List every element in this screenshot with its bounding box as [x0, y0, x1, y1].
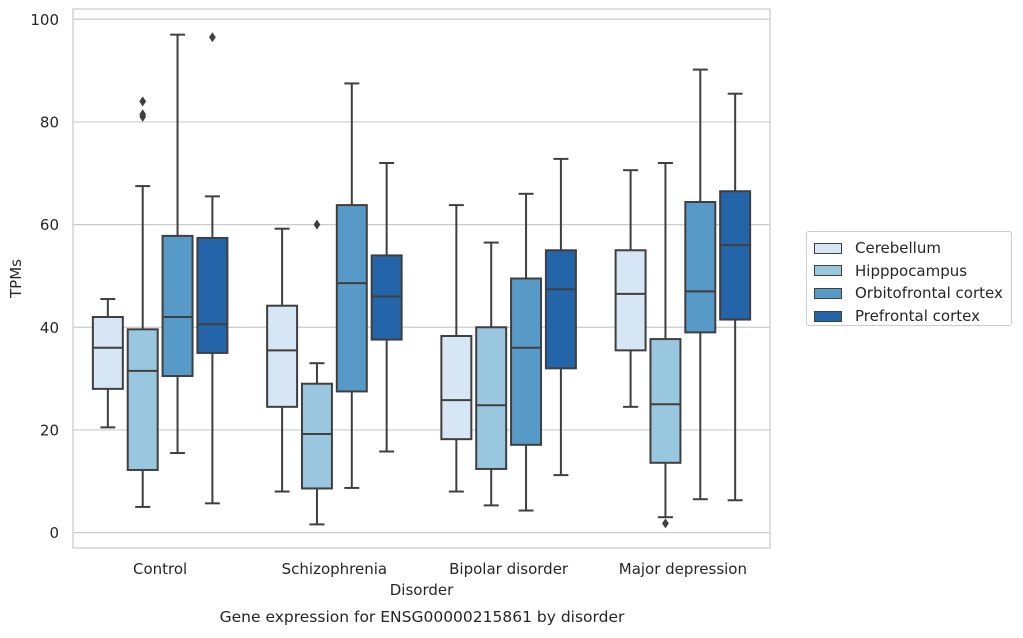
outlier-point — [313, 219, 321, 230]
box-hipppocampus — [475, 326, 508, 470]
y-tick-label: 0 — [49, 524, 59, 542]
axis-layer: 0 20 40 60 80 100 Control Schizophrenia Bipolar … — [30, 11, 747, 578]
legend-label: Prefrontal cortex — [855, 307, 980, 326]
box-orbitofrontal-cortex — [335, 204, 368, 393]
legend-swatch — [814, 265, 842, 277]
legend: Cerebellum Hipppocampus Orbitofrontal co… — [806, 231, 1012, 326]
box-hipppocampus — [649, 338, 682, 464]
legend-item: Orbitofrontal cortex — [814, 282, 1011, 305]
y-tick-label: 100 — [30, 11, 59, 29]
x-axis-label: Disorder — [390, 581, 454, 599]
y-tick-label: 40 — [40, 319, 59, 337]
box-cerebellum — [91, 316, 124, 390]
box-cerebellum — [440, 334, 473, 441]
legend-swatch — [814, 287, 842, 299]
box-prefrontal-cortex — [719, 190, 752, 321]
box-prefrontal-cortex — [544, 249, 577, 370]
legend-label: Orbitofrontal cortex — [855, 284, 1003, 303]
box-orbitofrontal-cortex — [510, 277, 543, 446]
box-hipppocampus — [126, 328, 159, 471]
legend-item: Cerebellum — [814, 237, 1011, 260]
box-hipppocampus — [300, 382, 333, 490]
box-layer — [91, 32, 752, 529]
y-tick-label: 60 — [40, 216, 59, 234]
legend-label: Cerebellum — [855, 239, 941, 258]
box-prefrontal-cortex — [370, 254, 403, 341]
y-tick-label: 80 — [40, 113, 59, 131]
legend-item: Prefrontal cortex — [814, 305, 1011, 328]
plot-frame — [72, 8, 771, 549]
legend-item: Hipppocampus — [814, 260, 1011, 283]
x-tick-label: Schizophrenia — [282, 560, 387, 578]
outlier-point — [662, 518, 669, 529]
y-axis-label: TPMs — [7, 259, 25, 299]
legend-swatch — [814, 242, 842, 254]
chart-title: Gene expression for ENSG00000215861 by d… — [220, 608, 625, 626]
outlier-point — [139, 109, 147, 120]
outlier-point — [139, 96, 147, 107]
box-cerebellum — [266, 304, 299, 408]
legend-label: Hipppocampus — [855, 261, 968, 280]
x-tick-label: Bipolar disorder — [449, 560, 569, 578]
legend-swatch — [814, 310, 842, 322]
box-orbitofrontal-cortex — [161, 234, 194, 378]
outlier-point — [209, 32, 216, 43]
box-orbitofrontal-cortex — [684, 201, 717, 334]
x-tick-label: Control — [133, 560, 187, 578]
box-prefrontal-cortex — [196, 236, 229, 354]
x-tick-label: Major depression — [619, 560, 747, 578]
y-tick-label: 20 — [40, 421, 59, 439]
box-cerebellum — [614, 249, 647, 352]
